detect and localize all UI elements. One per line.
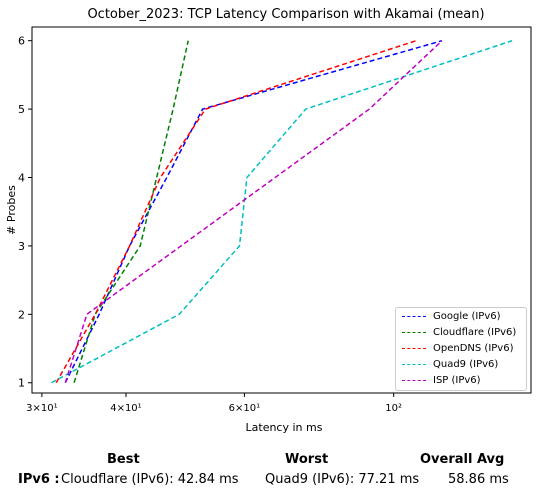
series-line-1	[73, 40, 189, 383]
series-line-2	[55, 39, 417, 384]
latency-summary: Best Worst Overall Avg IPv6 : Cloudflare…	[0, 448, 541, 494]
legend-item-isp: ISP (IPv6)	[402, 374, 481, 388]
legend-swatch-isp	[402, 379, 426, 381]
y-tick-label-6: 6	[18, 35, 25, 48]
x-tick-label-3: 10²	[385, 403, 402, 414]
legend-item-quad9: Quad9 (IPv6)	[402, 358, 498, 372]
legend-label-quad9: Quad9 (IPv6)	[433, 359, 499, 370]
y-tick-label-5: 5	[18, 103, 25, 116]
legend-label-isp: ISP (IPv6)	[433, 375, 481, 386]
legend-label-cloudflare: Cloudflare (IPv6)	[433, 327, 517, 338]
series-line-3	[51, 39, 513, 384]
legend-label-google: Google (IPv6)	[433, 311, 501, 322]
y-tick-label-4: 4	[18, 172, 25, 185]
legend-item-google: Google (IPv6)	[402, 310, 501, 324]
summary-worst-value: Quad9 (IPv6): 77.21 ms	[265, 472, 420, 487]
x-axis-label: Latency in ms	[246, 421, 323, 434]
legend-swatch-google	[402, 315, 426, 317]
y-tick-label-3: 3	[18, 240, 25, 253]
series-line-0	[64, 39, 443, 384]
y-axis-label: # Probes	[5, 185, 18, 235]
latency-chart: October_2023: TCP Latency Comparison wit…	[5, 7, 532, 434]
summary-avg-value: 58.86 ms	[448, 472, 509, 487]
legend-swatch-quad9	[402, 363, 426, 365]
x-tick-label-0: 3×10¹	[26, 403, 57, 414]
chart-legend: Google (IPv6) Cloudflare (IPv6) OpenDNS …	[395, 307, 527, 391]
legend-item-opendns: OpenDNS (IPv6)	[402, 342, 513, 356]
summary-header-worst: Worst	[285, 452, 329, 467]
legend-item-cloudflare: Cloudflare (IPv6)	[402, 326, 516, 340]
summary-header-avg: Overall Avg	[420, 452, 505, 467]
y-tick-label-2: 2	[18, 308, 25, 321]
legend-swatch-cloudflare	[402, 331, 426, 333]
summary-header-best: Best	[107, 452, 140, 467]
summary-row-label: IPv6 :	[18, 472, 60, 487]
legend-swatch-opendns	[402, 347, 426, 349]
y-tick-label-1: 1	[18, 377, 25, 390]
series-line-4	[64, 40, 443, 383]
x-tick-label-2: 6×10¹	[229, 403, 260, 414]
summary-best-value: Cloudflare (IPv6): 42.84 ms	[61, 472, 239, 487]
chart-title: October_2023: TCP Latency Comparison wit…	[87, 7, 484, 22]
x-tick-label-1: 4×10¹	[110, 403, 141, 414]
legend-label-opendns: OpenDNS (IPv6)	[433, 343, 514, 354]
plot-area	[31, 26, 532, 394]
